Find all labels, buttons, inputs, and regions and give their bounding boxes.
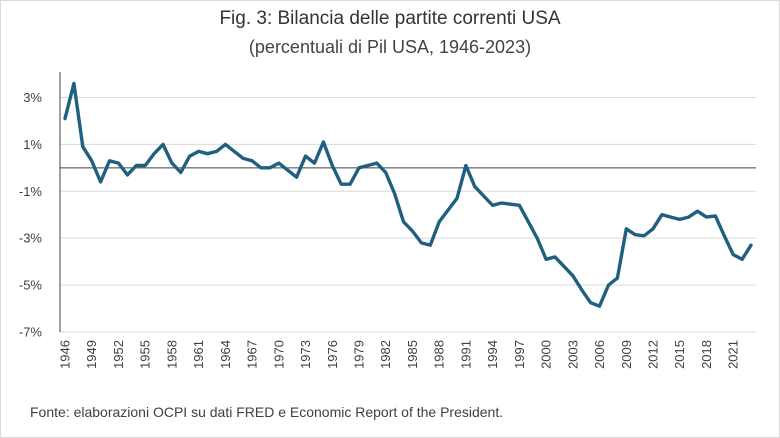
chart-subtitle: (percentuali di Pil USA, 1946-2023)	[248, 37, 532, 57]
x-tick-label: 2015	[672, 340, 687, 369]
series-layer	[63, 81, 753, 308]
x-tick-label: 1988	[432, 340, 447, 369]
x-tick-label: 2006	[592, 340, 607, 369]
y-tick-label: -7%	[19, 325, 43, 340]
x-tick-label: 1961	[191, 340, 206, 369]
y-tick-label: -5%	[19, 278, 43, 293]
x-tick-label: 1991	[458, 340, 473, 369]
x-tick-label: 1964	[218, 340, 233, 369]
x-tick-label: 2000	[539, 340, 554, 369]
x-tick-label: 1946	[58, 340, 73, 369]
axes	[59, 72, 756, 332]
series-line	[63, 81, 753, 308]
y-tick-label: -3%	[19, 231, 43, 246]
x-tick-label: 1994	[485, 340, 500, 369]
x-tick-label: 1967	[245, 340, 260, 369]
gridlines	[60, 96, 756, 333]
x-tick-label: 1952	[111, 340, 126, 369]
x-tick-label: 1958	[164, 340, 179, 369]
x-tick-label: 2018	[699, 340, 714, 369]
x-tick-label: 2012	[646, 340, 661, 369]
source-note: Fonte: elaborazioni OCPI su dati FRED e …	[30, 404, 504, 420]
x-tick-label: 2009	[619, 340, 634, 369]
x-tick-label: 1970	[271, 340, 286, 369]
x-tick-label: 1949	[84, 340, 99, 369]
x-tick-label: 1982	[378, 340, 393, 369]
x-tick-label: 1979	[352, 340, 367, 369]
y-tick-label: 1%	[23, 137, 42, 152]
x-tick-label: 2021	[726, 340, 741, 369]
x-tick-label: 1985	[405, 340, 420, 369]
y-tick-label: 3%	[23, 90, 42, 105]
x-tick-label: 1955	[138, 340, 153, 369]
chart-title: Fig. 3: Bilancia delle partite correnti …	[219, 8, 561, 29]
x-tick-label: 1976	[325, 340, 340, 369]
x-tick-label: 1973	[298, 340, 313, 369]
x-axis-tick-labels: 1946 1949 1952 1955 1958 1961 1964 1967 1970 1973…	[58, 340, 741, 369]
x-tick-label: 1997	[512, 340, 527, 369]
y-axis-tick-labels: 3% 1% -1% -3% -5% -7%	[19, 90, 43, 340]
x-tick-label: 2003	[565, 340, 580, 369]
y-tick-label: -1%	[19, 184, 43, 199]
